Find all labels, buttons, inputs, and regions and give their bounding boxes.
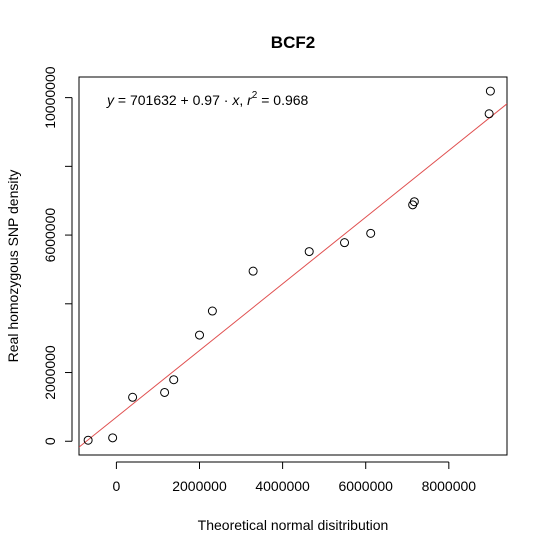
annotation-r-exponent: 2: [252, 90, 258, 101]
x-tick-label: 0: [112, 478, 120, 494]
x-tick-label: 6000000: [338, 478, 393, 494]
data-point: [169, 375, 179, 385]
y-tick-label: 6000000: [42, 208, 58, 263]
data-point: [304, 247, 314, 257]
annotation-x-var: x: [231, 92, 240, 108]
annotation-separator: ,: [239, 92, 247, 108]
data-point: [83, 435, 93, 445]
annotation-y-var: y: [106, 92, 115, 108]
annotation-r-value: = 0.968: [257, 92, 308, 108]
x-tick-label: 8000000: [422, 478, 477, 494]
chart-title: BCF2: [271, 33, 315, 52]
data-point: [485, 86, 495, 96]
y-tick-label: 0: [42, 437, 58, 445]
annotation-r-var: r: [247, 92, 253, 108]
data-point: [108, 433, 118, 443]
regression-line: [79, 103, 507, 448]
data-point: [195, 330, 205, 340]
regression-annotation: y = 701632 + 0.97 · x, r2 = 0.968: [106, 90, 309, 108]
data-point: [340, 238, 350, 248]
y-tick-label: 2000000: [42, 345, 58, 400]
y-axis-label: Real homozygous SNP density: [5, 170, 21, 363]
y-tick-label: 10000000: [42, 66, 58, 129]
data-point: [484, 109, 494, 119]
x-tick-label: 2000000: [172, 478, 227, 494]
data-point: [160, 387, 170, 397]
x-tick-label: 4000000: [255, 478, 310, 494]
x-axis-label: Theoretical normal disitribution: [198, 517, 389, 533]
annotation-intercept-term: = 701632 + 0.97 ·: [114, 92, 232, 108]
data-point: [248, 266, 258, 276]
data-point: [128, 392, 138, 402]
plot-frame: [78, 76, 508, 456]
data-point: [207, 306, 217, 316]
data-point: [409, 197, 419, 207]
data-point: [366, 228, 376, 238]
